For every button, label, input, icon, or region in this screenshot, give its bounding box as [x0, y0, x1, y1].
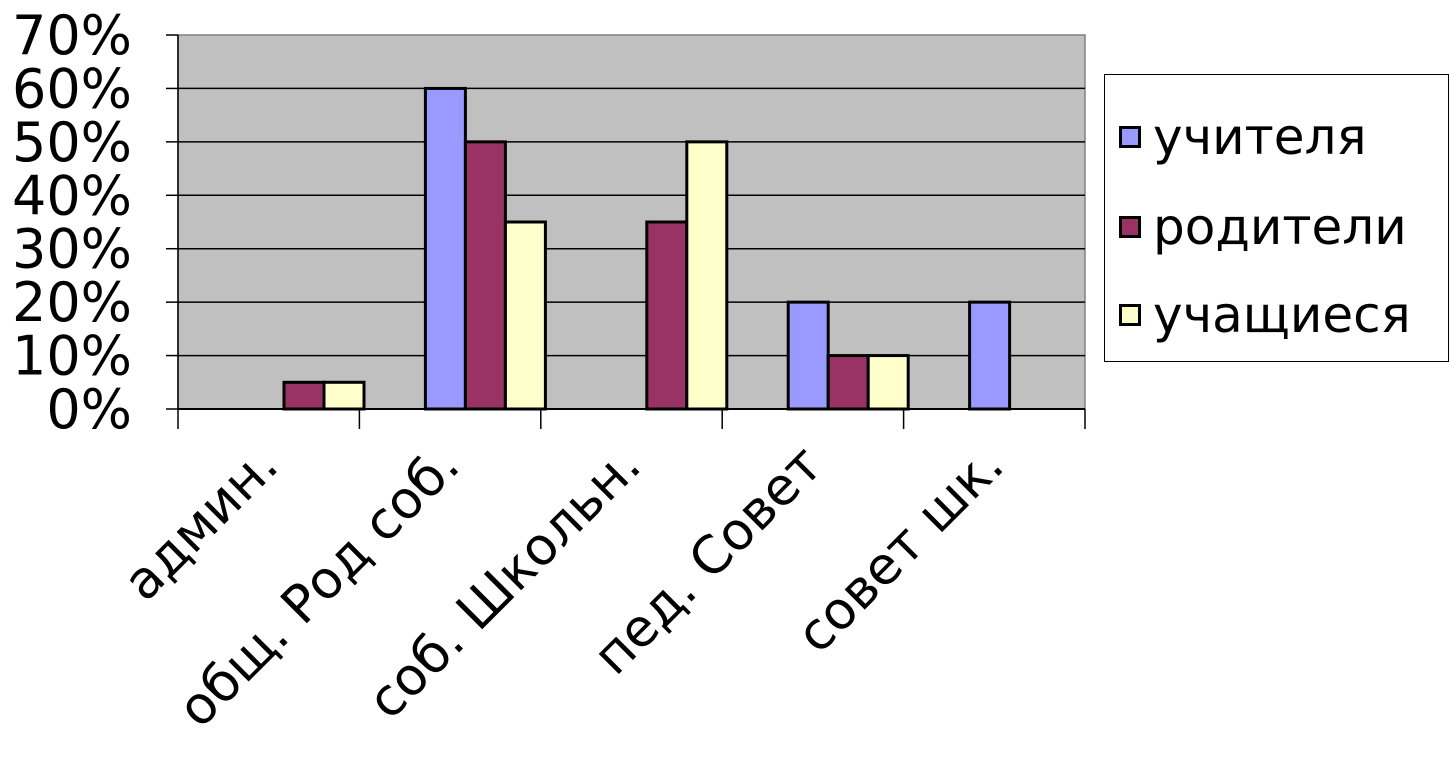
y-tick-label: 70%: [12, 4, 132, 67]
bar: [503, 220, 547, 411]
bar: [968, 300, 1012, 411]
legend: учителя родители учащиеся: [1104, 74, 1449, 362]
legend-swatch-students: [1119, 304, 1141, 326]
y-tick-label: 40%: [12, 164, 132, 227]
legend-item-parents: родители: [1119, 199, 1407, 255]
legend-swatch-teachers: [1119, 126, 1141, 148]
bar: [463, 140, 507, 411]
axes: [177, 35, 1086, 429]
legend-item-students: учащиеся: [1119, 287, 1411, 343]
y-tick-label: 60%: [12, 57, 132, 120]
bars: [282, 86, 1012, 411]
bar: [322, 380, 366, 411]
x-tick-labels: админ.общ. Род соб.соб. Школьн.пед. Сове…: [112, 435, 1015, 739]
legend-label-teachers: учителя: [1153, 108, 1367, 166]
y-tick-label: 0%: [46, 378, 132, 441]
gridlines: [166, 34, 1085, 410]
legend-swatch-parents: [1119, 216, 1141, 238]
bar: [685, 140, 729, 411]
legend-label-students: учащиеся: [1153, 286, 1411, 344]
y-tick-label: 50%: [12, 111, 132, 174]
y-tick-labels: 0%10%20%30%40%50%60%70%: [12, 4, 132, 441]
bar: [866, 354, 910, 411]
bar: [423, 86, 467, 411]
legend-item-teachers: учителя: [1119, 109, 1367, 165]
y-tick-label: 10%: [12, 325, 132, 388]
y-tick-label: 30%: [12, 218, 132, 281]
bar: [282, 380, 326, 411]
plot-area: [177, 34, 1086, 410]
legend-label-parents: родители: [1153, 198, 1407, 256]
x-tick-label: админ.: [112, 435, 290, 613]
y-tick-label: 20%: [12, 271, 132, 334]
bar: [645, 220, 689, 411]
bar: [826, 354, 870, 411]
bar: [786, 300, 830, 411]
